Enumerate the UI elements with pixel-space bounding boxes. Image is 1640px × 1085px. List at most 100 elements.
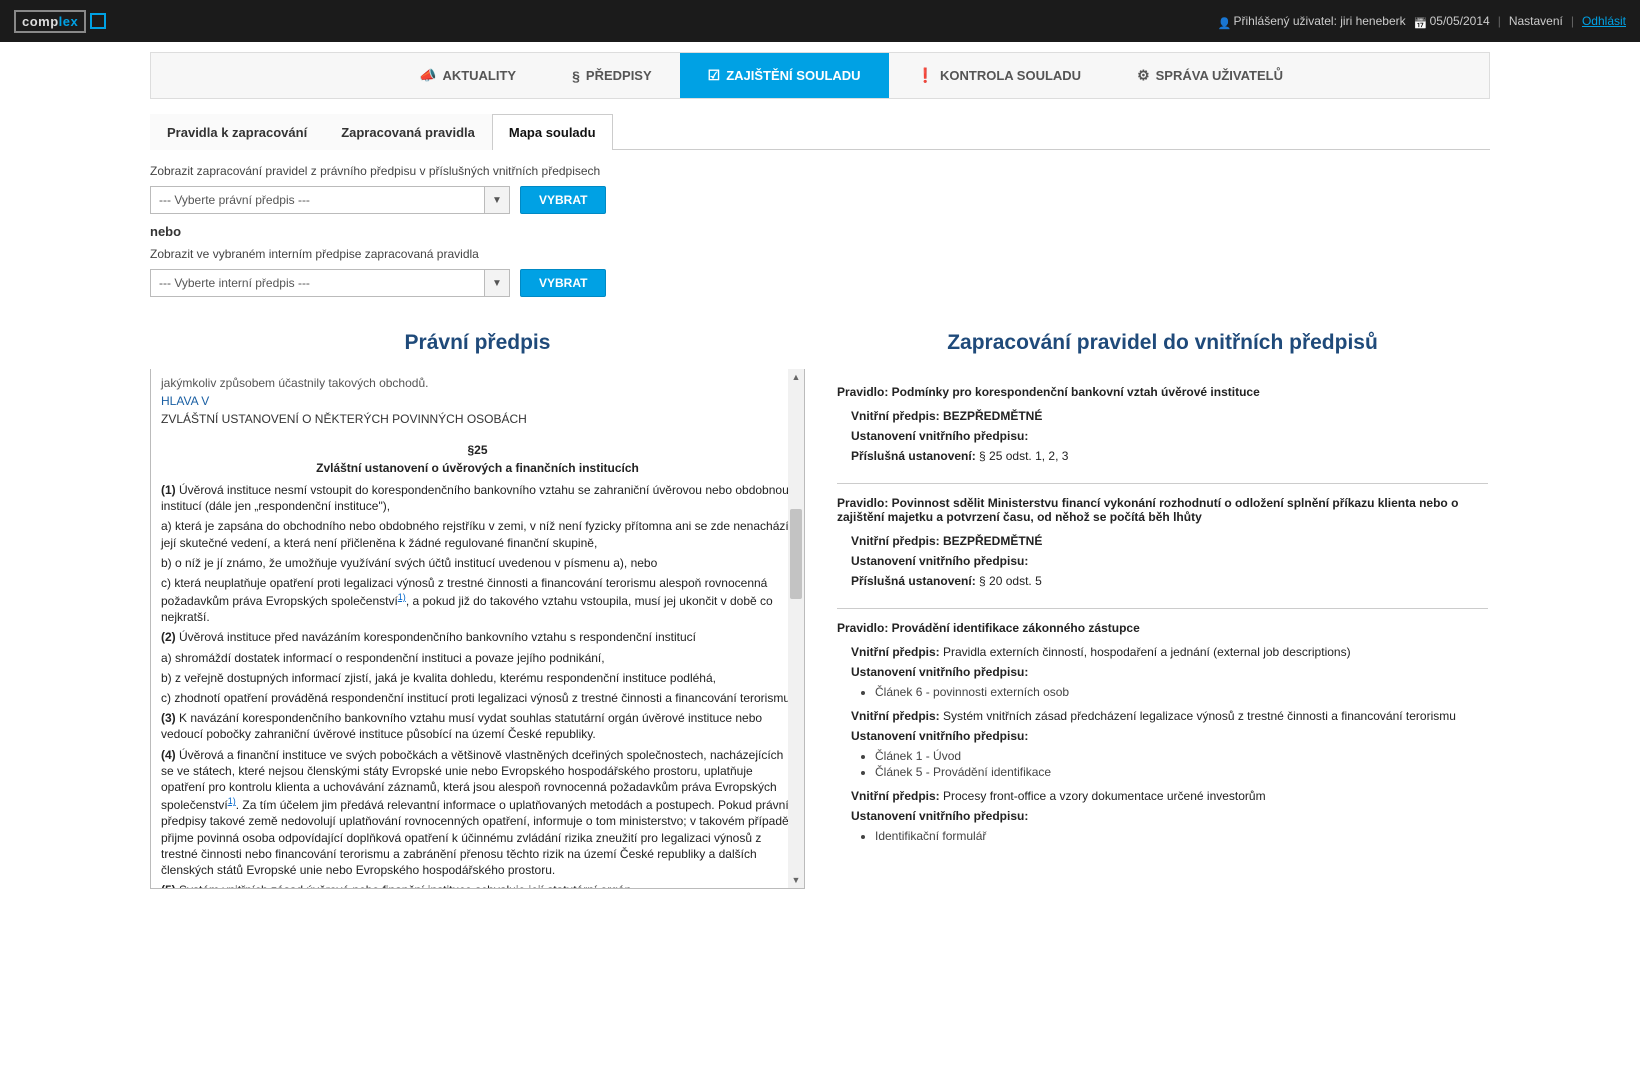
rule-line-label: Ustanovení vnitřního předpisu: xyxy=(851,809,1028,823)
nav-icon: 📣 xyxy=(419,67,436,84)
nav-icon: ☑ xyxy=(708,67,721,84)
logo-square-icon xyxy=(90,13,106,29)
nav-label: AKTUALITY xyxy=(442,68,516,83)
calendar-icon xyxy=(1414,16,1426,28)
scroll-thumb[interactable] xyxy=(790,509,802,599)
settings-link[interactable]: Nastavení xyxy=(1509,14,1563,28)
subtab-1[interactable]: Zapracovaná pravidla xyxy=(324,114,492,150)
scroll-up-icon[interactable]: ▲ xyxy=(788,369,804,385)
rule-line-label: Vnitřní předpis: xyxy=(851,645,940,659)
rule-line: Ustanovení vnitřního předpisu: xyxy=(851,809,1488,823)
rule-line: Vnitřní předpis: Pravidla externích činn… xyxy=(851,645,1488,659)
doc-paragraph: b) o níž je jí známo, že umožňuje využív… xyxy=(161,555,794,571)
logo[interactable]: complex xyxy=(14,10,106,33)
rule-line: Vnitřní předpis: Procesy front-office a … xyxy=(851,789,1488,803)
rule-line-value: Systém vnitřních zásad předcházení legal… xyxy=(940,709,1456,723)
select-button-2[interactable]: VYBRAT xyxy=(520,269,606,297)
rule-line-value: Pravidla externích činností, hospodaření… xyxy=(940,645,1351,659)
rule-line: Ustanovení vnitřního předpisu: xyxy=(851,429,1488,443)
rule-line-label: Vnitřní předpis: xyxy=(851,709,940,723)
nav-item-1[interactable]: § PŘEDPISY xyxy=(544,53,680,98)
rule-title: Pravidlo: Podmínky pro korespondenční ba… xyxy=(837,385,1488,399)
scroll-down-icon[interactable]: ▼ xyxy=(788,872,804,888)
footnote-link[interactable]: 1) xyxy=(228,796,236,806)
user-icon xyxy=(1218,16,1230,28)
rule-bullet: Článek 1 - Úvod xyxy=(875,749,1488,763)
rule-line-label: Ustanovení vnitřního předpisu: xyxy=(851,665,1028,679)
nav-item-0[interactable]: 📣 AKTUALITY xyxy=(391,53,544,98)
internal-regulation-input[interactable] xyxy=(150,269,484,297)
rule-line: Vnitřní předpis: Systém vnitřních zásad … xyxy=(851,709,1488,723)
filter-label-2: Zobrazit ve vybraném interním předpise z… xyxy=(150,247,1490,261)
doc-sub: ZVLÁŠTNÍ USTANOVENÍ O NĚKTERÝCH POVINNÝC… xyxy=(161,411,794,427)
main-nav: 📣 AKTUALITY § PŘEDPISY ☑ZAJIŠTĚNÍ SOULADU ❗ KO… xyxy=(150,52,1490,99)
rule-line-label: Ustanovení vnitřního předpisu: xyxy=(851,554,1028,568)
nav-label: KONTROLA SOULADU xyxy=(940,68,1081,83)
doc-paragraph: a) která je zapsána do obchodního nebo o… xyxy=(161,518,794,550)
subtab-0[interactable]: Pravidla k zapracování xyxy=(150,114,324,150)
doc-section-title: Zvláštní ustanovení o úvěrových a finanč… xyxy=(161,460,794,476)
rule-line: Příslušná ustanovení: § 25 odst. 1, 2, 3 xyxy=(851,449,1488,463)
nav-item-3[interactable]: ❗ KONTROLA SOULADU xyxy=(889,53,1110,98)
doc-paragraph: b) z veřejně dostupných informací zjistí… xyxy=(161,670,794,686)
rule-line: Ustanovení vnitřního předpisu: xyxy=(851,554,1488,568)
logo-text: complex xyxy=(14,10,86,33)
subtab-2[interactable]: Mapa souladu xyxy=(492,114,613,150)
doc-paragraph: a) shromáždí dostatek informací o respon… xyxy=(161,650,794,666)
rule-bullet: Identifikační formulář xyxy=(875,829,1488,843)
rule-line-label: Vnitřní předpis: xyxy=(851,409,940,423)
nav-icon: § xyxy=(572,68,580,84)
doc-paragraph: (2) Úvěrová instituce před navázáním kor… xyxy=(161,629,794,645)
footnote-link[interactable]: 1) xyxy=(398,592,406,602)
rule-line-label: Vnitřní předpis: xyxy=(851,534,940,548)
legal-regulation-dropdown[interactable]: ▼ xyxy=(150,186,510,214)
chevron-down-icon[interactable]: ▼ xyxy=(484,186,510,214)
legal-regulation-input[interactable] xyxy=(150,186,484,214)
nav-item-4[interactable]: ⚙ SPRÁVA UŽIVATELŮ xyxy=(1109,53,1311,98)
filter-label-1: Zobrazit zapracování pravidel z právního… xyxy=(150,164,1490,178)
rule-line-label: Vnitřní předpis: xyxy=(851,789,940,803)
subtabs: Pravidla k zapracováníZapracovaná pravid… xyxy=(150,113,1490,150)
doc-paragraph: (4) Úvěrová a finanční instituce ve svýc… xyxy=(161,747,794,879)
legal-document-pane[interactable]: jakýmkoliv způsobem účastnily takových o… xyxy=(150,369,805,889)
rule-block: Pravidlo: Provádění identifikace zákonné… xyxy=(837,609,1488,867)
rule-line: Vnitřní předpis: BEZPŘEDMĚTNÉ xyxy=(851,534,1488,548)
rule-title: Pravidlo: Povinnost sdělit Ministerstvu … xyxy=(837,496,1488,524)
select-button-1[interactable]: VYBRAT xyxy=(520,186,606,214)
nav-label: PŘEDPISY xyxy=(586,68,652,83)
nav-item-2[interactable]: ☑ZAJIŠTĚNÍ SOULADU xyxy=(680,53,889,98)
rule-bullets: Článek 6 - povinnosti externích osob xyxy=(875,685,1488,699)
doc-paragraph: (3) K navázání korespondenčního bankovní… xyxy=(161,710,794,742)
doc-paragraph: (1) Úvěrová instituce nesmí vstoupit do … xyxy=(161,482,794,514)
topbar-right: Přihlášený uživatel: jiri heneberk 05/05… xyxy=(1218,14,1626,28)
right-title: Zapracování pravidel do vnitřních předpi… xyxy=(835,331,1490,355)
logout-link[interactable]: Odhlásit xyxy=(1582,14,1626,28)
nav-label: SPRÁVA UŽIVATELŮ xyxy=(1156,68,1283,83)
nav-icon: ⚙ xyxy=(1137,67,1150,84)
scrollbar[interactable]: ▲ ▼ xyxy=(788,369,804,888)
date-label: 05/05/2014 xyxy=(1414,14,1490,28)
rule-line-label: Ustanovení vnitřního předpisu: xyxy=(851,429,1028,443)
chevron-down-icon[interactable]: ▼ xyxy=(484,269,510,297)
rule-line: Příslušná ustanovení: § 20 odst. 5 xyxy=(851,574,1488,588)
rule-line: Ustanovení vnitřního předpisu: xyxy=(851,665,1488,679)
rule-line-label: Příslušná ustanovení: xyxy=(851,574,976,588)
nav-icon: ❗ xyxy=(917,67,934,84)
separator: | xyxy=(1498,14,1501,28)
or-label: nebo xyxy=(150,224,1490,239)
doc-section-number: §25 xyxy=(161,442,794,458)
rule-line: Ustanovení vnitřního předpisu: xyxy=(851,729,1488,743)
rule-line-label: Ustanovení vnitřního předpisu: xyxy=(851,729,1028,743)
rule-bullets: Identifikační formulář xyxy=(875,829,1488,843)
doc-paragraph: (5) Systém vnitřních zásad úvěrové nebo … xyxy=(161,882,794,889)
rule-bullets: Článek 1 - ÚvodČlánek 5 - Provádění iden… xyxy=(875,749,1488,779)
rule-line-value: BEZPŘEDMĚTNÉ xyxy=(940,534,1043,548)
rule-block: Pravidlo: Podmínky pro korespondenční ba… xyxy=(837,373,1488,484)
rule-line-value: Procesy front-office a vzory dokumentace… xyxy=(940,789,1266,803)
user-label: Přihlášený uživatel: jiri heneberk xyxy=(1218,14,1406,28)
rule-bullet: Článek 6 - povinnosti externích osob xyxy=(875,685,1488,699)
left-title: Právní předpis xyxy=(150,331,805,355)
doc-paragraph: c) která neuplatňuje opatření proti lega… xyxy=(161,575,794,626)
internal-regulation-dropdown[interactable]: ▼ xyxy=(150,269,510,297)
filter-area: Zobrazit zapracování pravidel z právního… xyxy=(150,150,1490,321)
